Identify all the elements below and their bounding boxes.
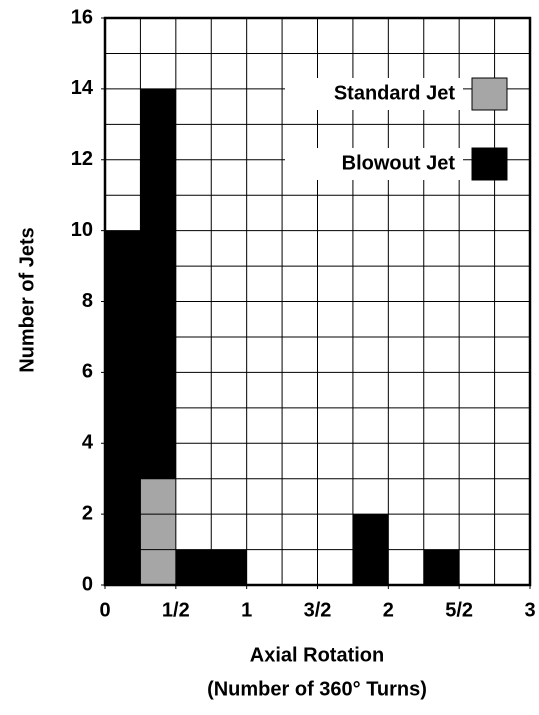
bar	[423, 549, 460, 585]
y-tick-label: 14	[71, 77, 94, 99]
x-tick-label: 3	[524, 599, 535, 621]
x-tick-label: 3/2	[304, 599, 332, 621]
bar	[140, 478, 176, 585]
y-tick-label: 10	[71, 219, 93, 241]
x-axis-label: (Number of 360° Turns)	[207, 678, 427, 700]
y-tick-label: 12	[71, 148, 93, 170]
legend-label: Standard Jet	[334, 82, 455, 104]
y-tick-label: 6	[82, 361, 93, 383]
y-axis-label: Number of Jets	[16, 227, 38, 373]
legend-swatch	[471, 77, 508, 111]
x-tick-label: 1	[241, 599, 252, 621]
x-tick-label: 0	[99, 599, 110, 621]
x-tick-label: 1/2	[162, 599, 190, 621]
x-tick-label: 5/2	[445, 599, 473, 621]
x-axis-label: Axial Rotation	[250, 644, 384, 666]
legend-background	[285, 148, 463, 180]
legend-background	[285, 78, 463, 110]
y-tick-label: 0	[82, 573, 93, 595]
legend-swatch	[471, 147, 508, 181]
bar	[211, 549, 247, 585]
bar	[175, 549, 212, 585]
y-tick-label: 8	[82, 290, 93, 312]
y-tick-label: 4	[82, 432, 94, 454]
y-tick-label: 16	[71, 6, 93, 28]
x-tick-label: 2	[383, 599, 394, 621]
legend-label: Blowout Jet	[342, 152, 456, 174]
y-tick-label: 2	[82, 502, 93, 524]
